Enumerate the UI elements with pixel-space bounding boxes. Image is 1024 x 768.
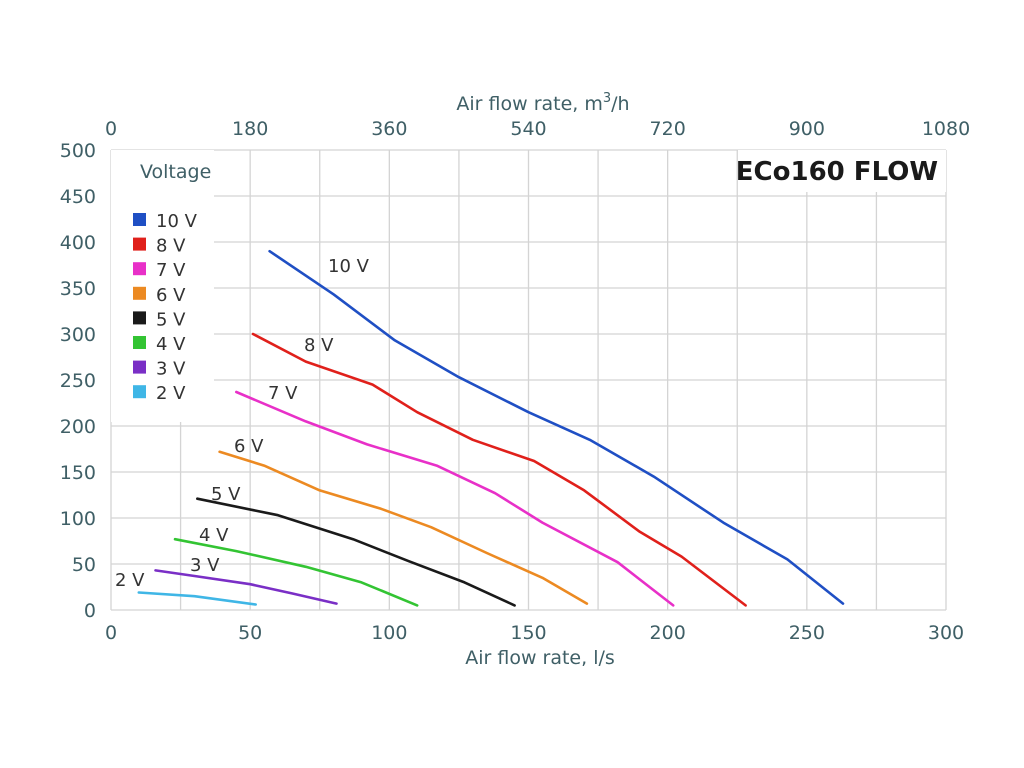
y-tick-label: 300 bbox=[60, 324, 96, 346]
legend-swatch bbox=[133, 262, 146, 276]
curve-4v bbox=[173, 537, 419, 607]
legend-swatch bbox=[133, 286, 146, 300]
curve-label: 3 V bbox=[190, 555, 220, 576]
y-tick-label: 0 bbox=[84, 600, 96, 622]
title-box: ECo160 FLOW bbox=[736, 150, 946, 192]
y-tick-label: 250 bbox=[60, 370, 96, 392]
x2-tick-label: 1080 bbox=[922, 118, 970, 140]
legend-swatch bbox=[133, 237, 146, 251]
x2-tick-label: 720 bbox=[650, 118, 686, 140]
curve-8v bbox=[251, 332, 747, 607]
x-tick-label: 0 bbox=[105, 622, 117, 644]
x2-tick-label: 0 bbox=[105, 118, 117, 140]
legend-swatch bbox=[133, 385, 146, 399]
x-axis-title: Air flow rate, l/s bbox=[465, 647, 615, 669]
y-tick-label: 400 bbox=[60, 232, 96, 254]
legend-entry-label: 8 V bbox=[156, 236, 186, 257]
x-tick-label: 150 bbox=[510, 622, 546, 644]
curve-label: 7 V bbox=[268, 383, 298, 404]
x2-tick-label: 540 bbox=[510, 118, 546, 140]
legend-swatch bbox=[133, 336, 146, 349]
legend-swatch bbox=[133, 311, 146, 325]
curve-label: 10 V bbox=[328, 256, 370, 277]
legend-entry-label: 6 V bbox=[156, 285, 186, 306]
curve-label: 4 V bbox=[199, 525, 229, 546]
y-tick-label: 100 bbox=[60, 508, 96, 530]
legend-entry-label: 2 V bbox=[156, 383, 186, 404]
x2-tick-label: 180 bbox=[232, 118, 268, 140]
curve-10v bbox=[268, 249, 845, 605]
gridlines bbox=[110, 149, 947, 611]
legend-entry-label: 3 V bbox=[156, 359, 186, 380]
title-background bbox=[738, 150, 946, 192]
legend-background bbox=[111, 150, 214, 422]
y-tick-label: 350 bbox=[60, 278, 96, 300]
x-tick-label: 50 bbox=[238, 622, 262, 644]
curve-label: 5 V bbox=[211, 484, 241, 505]
x2-tick-label: 360 bbox=[371, 118, 407, 140]
y-tick-label: 50 bbox=[72, 554, 96, 576]
y-tick-label: 500 bbox=[60, 140, 96, 162]
x2-axis-title-tail: /h bbox=[611, 93, 629, 115]
x2-axis-title-sup: 3 bbox=[603, 91, 611, 106]
legend-swatch bbox=[133, 360, 146, 374]
x-tick-label: 200 bbox=[650, 622, 686, 644]
x2-tick-label: 900 bbox=[789, 118, 825, 140]
curve-3v bbox=[154, 569, 338, 605]
curve-label: 6 V bbox=[234, 436, 264, 457]
y-tick-label: 150 bbox=[60, 462, 96, 484]
curve-2v bbox=[137, 591, 257, 606]
curve-labels: 10 V 8 V 7 V 6 V 5 V 4 V 3 V 2 V bbox=[115, 256, 370, 591]
legend-swatch bbox=[133, 213, 146, 226]
curve-6v bbox=[218, 450, 589, 605]
x-tick-label: 100 bbox=[371, 622, 407, 644]
chart-title: ECo160 FLOW bbox=[736, 157, 938, 187]
y-tick-label: 450 bbox=[60, 186, 96, 208]
y-tick-label: 200 bbox=[60, 416, 96, 438]
legend-entry-label: 4 V bbox=[156, 334, 186, 355]
legend: Voltage 10 V 8 V 7 V 6 V 5 V 4 V 3 V 2 V bbox=[111, 150, 214, 422]
x-tick-label: 250 bbox=[789, 622, 825, 644]
curve-label: 8 V bbox=[304, 335, 334, 356]
legend-entry-label: 10 V bbox=[156, 211, 198, 232]
legend-entry-label: 5 V bbox=[156, 309, 186, 330]
legend-entry-label: 7 V bbox=[156, 260, 186, 281]
x2-axis-title-base: Air flow rate, m bbox=[456, 93, 602, 115]
curve-5v bbox=[196, 497, 516, 607]
x2-axis-title: Air flow rate, m3/h bbox=[456, 91, 629, 115]
curves bbox=[137, 249, 845, 607]
x-tick-label: 300 bbox=[928, 622, 964, 644]
axes: 0 50 100 150 200 250 300 350 400 450 500 0 50 100 150 2… bbox=[60, 118, 970, 644]
legend-title: Voltage bbox=[140, 161, 211, 183]
curve-label: 2 V bbox=[115, 570, 145, 591]
curve-7v bbox=[235, 390, 675, 607]
